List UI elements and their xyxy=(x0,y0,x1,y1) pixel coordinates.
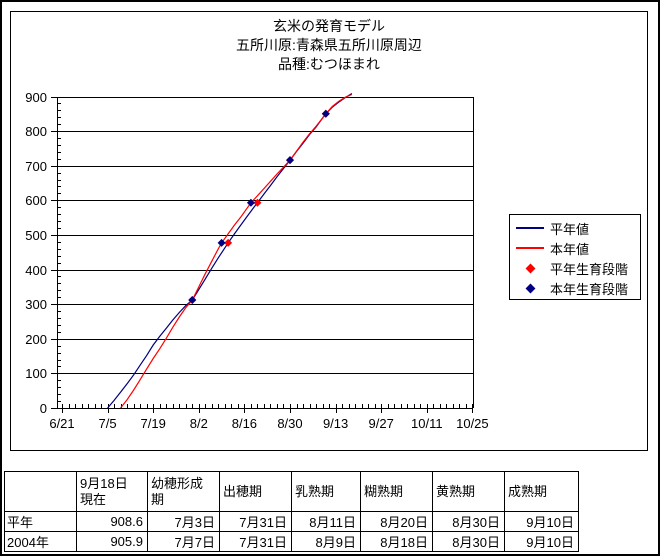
table-header-row: 9月18日 現在 幼穂形成 期 出穂期 乳熟期 糊熟期 黄熟期 成熟期 xyxy=(4,471,579,512)
y-axis-tick-label: 0 xyxy=(40,401,47,416)
stage-marker-honnen xyxy=(217,238,226,247)
y-axis-tick-label: 400 xyxy=(25,263,47,278)
table-cell: 7月3日 xyxy=(147,511,220,532)
legend-label-heinen-stage: 平年生育段階 xyxy=(550,261,629,277)
table-cell: 905.9 xyxy=(76,531,148,552)
table-cell: 8月18日 xyxy=(360,531,433,552)
table-row-2004: 2004年 905.9 7月7日 7月31日 8月9日 8月18日 8月30日 … xyxy=(4,531,579,552)
x-axis-tick-label: 9/13 xyxy=(323,416,348,431)
legend-item-honnen-stage: 本年生育段階 xyxy=(510,278,640,298)
table-cell: 8月11日 xyxy=(291,511,361,532)
table-cell: 908.6 xyxy=(76,511,148,532)
x-axis-tick-label: 10/11 xyxy=(411,416,443,431)
growth-stage-table: 9月18日 現在 幼穂形成 期 出穂期 乳熟期 糊熟期 黄熟期 成熟期 平年 9… xyxy=(4,471,579,552)
header-cell-empty xyxy=(4,471,77,512)
legend-label-heinen-line: 平年値 xyxy=(550,221,590,237)
stage-marker-honnen xyxy=(321,109,330,118)
x-axis-tick-label: 7/19 xyxy=(141,416,166,431)
row-label: 2004年 xyxy=(4,531,77,552)
legend-label-honnen-line: 本年値 xyxy=(550,241,590,257)
table-cell: 8月30日 xyxy=(432,511,505,532)
table-cell: 7月31日 xyxy=(219,531,292,552)
table-cell: 9月10日 xyxy=(504,511,579,532)
legend-item-heinen-line: 平年値 xyxy=(510,218,640,238)
table-row-heinen: 平年 908.6 7月3日 7月31日 8月11日 8月20日 8月30日 9月… xyxy=(4,511,579,532)
chart-frame: 玄米の発育モデル 五所川原:青森県五所川原周辺 品種:むつほまれ 0 100 200… xyxy=(10,11,648,451)
header-cell-heading: 出穂期 xyxy=(219,471,292,512)
table-cell: 8月9日 xyxy=(291,531,361,552)
heinen-line-swatch-icon xyxy=(515,218,545,238)
y-axis-tick-label: 300 xyxy=(25,297,47,312)
table-cell: 7月7日 xyxy=(147,531,220,552)
header-cell-dough-ripe: 糊熟期 xyxy=(360,471,433,512)
growth-curve-plot: 0 100 200 300 400 500 600 700 800 900 6/21 7/5 7/19 8… xyxy=(25,90,489,431)
stage-marker-honnen xyxy=(285,156,294,165)
chart-legend: 平年値 本年値 平年生育段階 本年生育段階 xyxy=(509,214,641,300)
x-axis-tick-label: 8/2 xyxy=(190,416,208,431)
heinen-stage-diamond-icon xyxy=(515,258,545,278)
header-cell-maturity: 成熟期 xyxy=(504,471,579,512)
legend-label-honnen-stage: 本年生育段階 xyxy=(550,281,629,297)
series-line-honnen xyxy=(120,93,353,409)
header-cell-yellow-ripe: 黄熟期 xyxy=(432,471,505,512)
legend-item-honnen-line: 本年値 xyxy=(510,238,640,258)
stage-marker-honnen xyxy=(246,198,255,207)
table-cell: 9月10日 xyxy=(504,531,579,552)
table-cell: 8月20日 xyxy=(360,511,433,532)
chart-title-line-3: 品種:むつほまれ xyxy=(278,56,380,72)
stage-marker-honnen xyxy=(188,296,197,305)
header-cell-milk-ripe: 乳熟期 xyxy=(291,471,361,512)
table-cell: 8月30日 xyxy=(432,531,505,552)
x-axis-tick-label: 8/30 xyxy=(277,416,302,431)
legend-item-heinen-stage: 平年生育段階 xyxy=(510,258,640,278)
chart-title-line-2: 五所川原:青森県五所川原周辺 xyxy=(236,37,422,53)
honnen-line-swatch-icon xyxy=(515,238,545,258)
y-axis-tick-label: 100 xyxy=(25,366,47,381)
x-axis-tick-label: 8/16 xyxy=(232,416,257,431)
chart-title: 玄米の発育モデル 五所川原:青森県五所川原周辺 品種:むつほまれ xyxy=(11,17,647,74)
y-axis-tick-label: 700 xyxy=(25,159,47,174)
x-axis-tick-label: 7/5 xyxy=(99,416,117,431)
x-axis-tick-label: 10/25 xyxy=(456,416,489,431)
y-axis-tick-label: 200 xyxy=(25,332,47,347)
table-cell: 7月31日 xyxy=(219,511,292,532)
chart-title-line-1: 玄米の発育モデル xyxy=(273,18,385,34)
stage-marker-heinen xyxy=(224,238,233,247)
header-cell-panicle-formation: 幼穂形成 期 xyxy=(147,471,220,512)
series-line-heinen xyxy=(107,92,353,409)
x-axis-tick-label: 6/21 xyxy=(49,416,74,431)
y-axis-tick-label: 500 xyxy=(25,228,47,243)
header-cell-current: 9月18日 現在 xyxy=(76,471,148,512)
honnen-stage-diamond-icon xyxy=(515,278,545,298)
y-axis-tick-label: 800 xyxy=(25,124,47,139)
y-axis-tick-label: 900 xyxy=(25,90,47,105)
row-label: 平年 xyxy=(4,511,77,532)
stage-marker-heinen xyxy=(253,198,262,207)
y-axis-tick-label: 600 xyxy=(25,193,47,208)
x-axis-tick-label: 9/27 xyxy=(369,416,394,431)
